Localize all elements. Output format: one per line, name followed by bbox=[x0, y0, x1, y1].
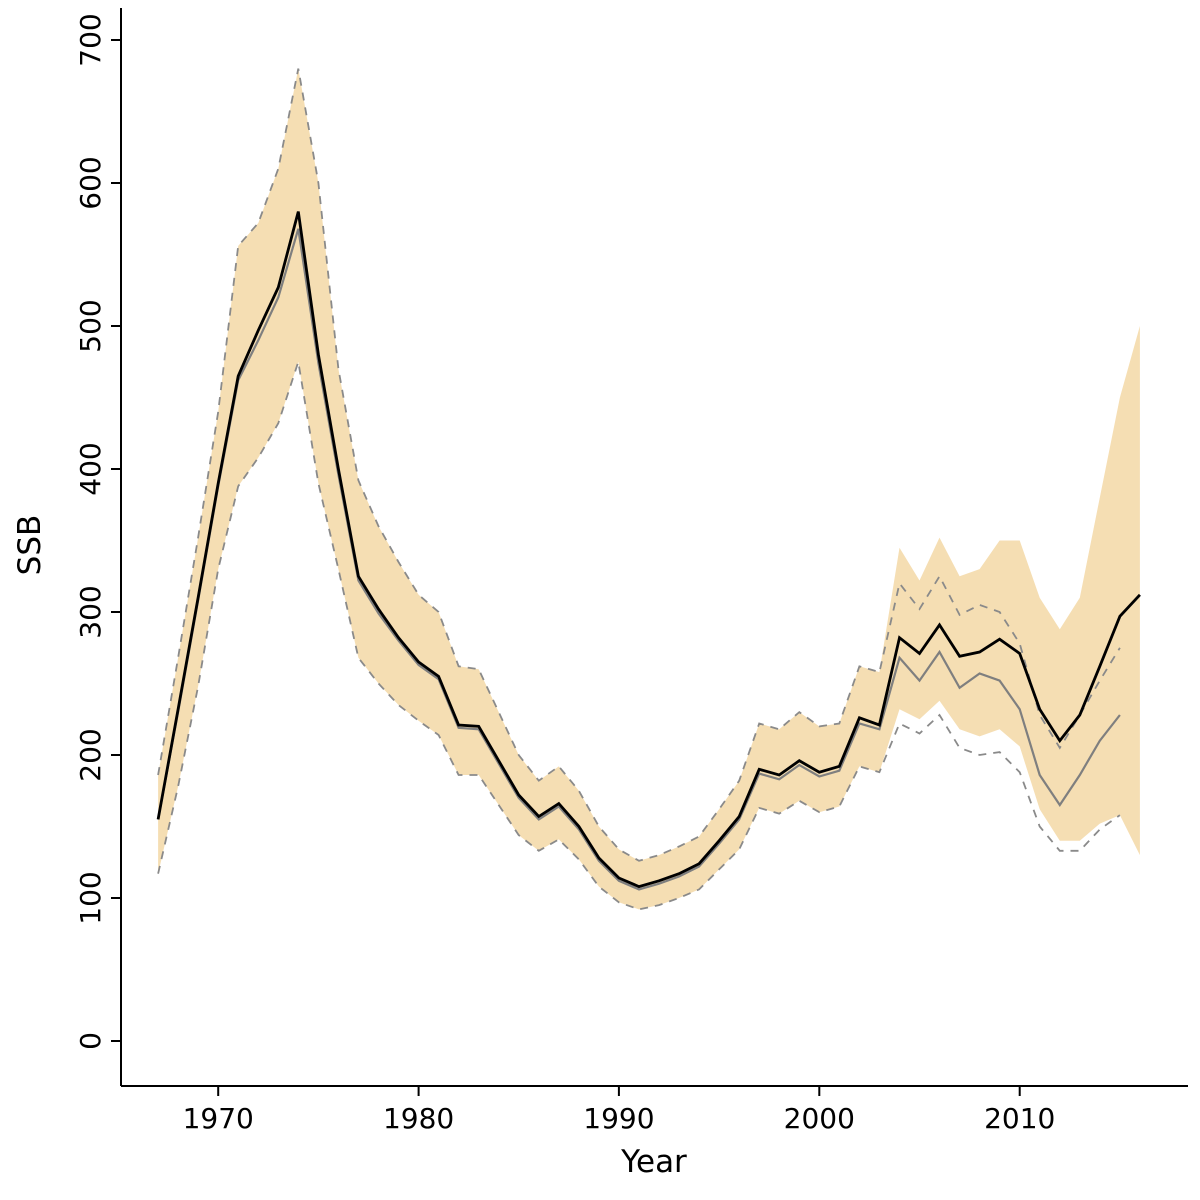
y-tick-label: 100 bbox=[74, 871, 107, 924]
y-axis-title: SSB bbox=[12, 515, 48, 576]
y-tick-label: 300 bbox=[74, 585, 107, 638]
previous-estimate-line bbox=[157, 228, 1121, 891]
x-axis-ticks: 1970 1980 1990 2000 2010 bbox=[183, 1086, 1055, 1135]
confidence-band bbox=[158, 68, 1140, 910]
y-tick-label: 0 bbox=[74, 1032, 107, 1050]
x-tick-label: 1980 bbox=[383, 1102, 454, 1135]
x-axis-title: Year bbox=[620, 1144, 687, 1180]
y-tick-label: 400 bbox=[74, 442, 107, 495]
y-tick-label: 700 bbox=[74, 13, 107, 66]
y-axis-ticks: 0 100 200 300 400 500 600 700 bbox=[74, 13, 121, 1050]
y-tick-label: 200 bbox=[74, 728, 107, 781]
y-tick-label: 600 bbox=[74, 156, 107, 209]
ssb-estimate-line bbox=[156, 211, 1141, 889]
x-tick-label: 2010 bbox=[984, 1102, 1055, 1135]
axes: 1970 1980 1990 2000 2010 0 100 200 300 400 500 600… bbox=[12, 8, 1188, 1180]
plot-area bbox=[156, 68, 1141, 911]
x-tick-label: 1990 bbox=[583, 1102, 654, 1135]
y-tick-label: 500 bbox=[74, 299, 107, 352]
previous-ci-upper-dashed-line bbox=[157, 68, 1121, 862]
x-tick-label: 1970 bbox=[183, 1102, 254, 1135]
x-tick-label: 2000 bbox=[784, 1102, 855, 1135]
